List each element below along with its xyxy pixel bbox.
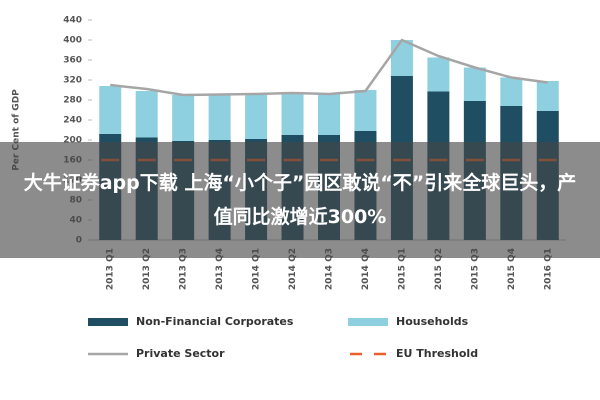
bar-segment	[427, 57, 450, 92]
line	[110, 38, 548, 97]
bar-segment	[354, 90, 377, 131]
x-tick-label: 2013 Q1	[106, 248, 116, 290]
y-tick-label: 280	[63, 96, 82, 106]
bar-segment	[172, 95, 195, 141]
legend-label: Private Sector	[136, 347, 225, 360]
x-tick-label: 2013 Q4	[215, 248, 225, 290]
y-tick-label: 320	[63, 76, 82, 86]
x-tick-label: 2016 Q1	[543, 248, 553, 290]
y-tick-label: 240	[63, 116, 82, 126]
x-tick-label: 2015 Q3	[470, 248, 480, 290]
y-tick-label: 360	[63, 56, 82, 66]
y-tick-label: 440	[63, 16, 82, 26]
bar-segment	[390, 40, 413, 76]
x-tick-label: 2014 Q4	[361, 248, 371, 290]
bar-segment	[500, 77, 523, 106]
legend-label: Households	[396, 315, 469, 328]
bar-segment	[245, 94, 268, 139]
x-tick-label: 2013 Q2	[142, 248, 152, 290]
y-tick-label: 400	[63, 36, 82, 46]
y-axis-label: Per Cent of GDP	[12, 89, 22, 171]
bar-segment	[463, 67, 486, 101]
bar-segment	[318, 94, 340, 135]
legend-swatch	[88, 318, 128, 326]
x-tick-label: 2015 Q1	[397, 248, 407, 290]
x-tick-label: 2015 Q4	[507, 248, 517, 290]
bar-segment	[536, 81, 559, 111]
bar-segment	[208, 94, 231, 140]
bar-segment	[281, 93, 304, 135]
legend-label: EU Threshold	[396, 347, 478, 360]
legend-swatch	[348, 318, 388, 326]
x-tick-label: 2014 Q3	[325, 248, 335, 290]
x-tick-label: 2015 Q2	[434, 248, 444, 290]
x-tick-label: 2013 Q3	[179, 248, 189, 290]
x-tick-label: 2014 Q2	[288, 248, 298, 290]
y-tick-label: 200	[63, 136, 82, 146]
bar-segment	[135, 91, 158, 138]
overlay-banner: 大牛证券app下载 上海“小个子”园区敢说“不”引来全球巨头，产值同比激增近30…	[0, 142, 600, 258]
x-tick-label: 2014 Q1	[252, 248, 262, 290]
bar-segment	[99, 86, 122, 134]
legend-label: Non-Financial Corporates	[136, 315, 294, 328]
